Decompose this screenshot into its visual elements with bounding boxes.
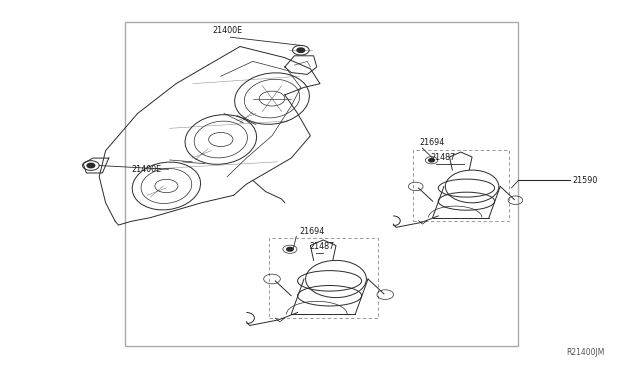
Text: 21694: 21694 — [300, 227, 324, 236]
Circle shape — [429, 158, 435, 162]
Text: 21590: 21590 — [573, 176, 598, 185]
Circle shape — [297, 48, 305, 52]
Text: R21400JM: R21400JM — [566, 348, 605, 357]
Text: 21400E: 21400E — [131, 165, 161, 174]
Bar — [413, 150, 509, 221]
Text: 21694: 21694 — [419, 138, 444, 147]
Text: 21400E: 21400E — [212, 26, 243, 35]
Text: 21487: 21487 — [310, 242, 335, 251]
Text: 21487: 21487 — [430, 153, 455, 162]
Bar — [269, 238, 378, 318]
Circle shape — [287, 247, 293, 251]
Bar — [125, 22, 518, 346]
Circle shape — [87, 163, 95, 168]
